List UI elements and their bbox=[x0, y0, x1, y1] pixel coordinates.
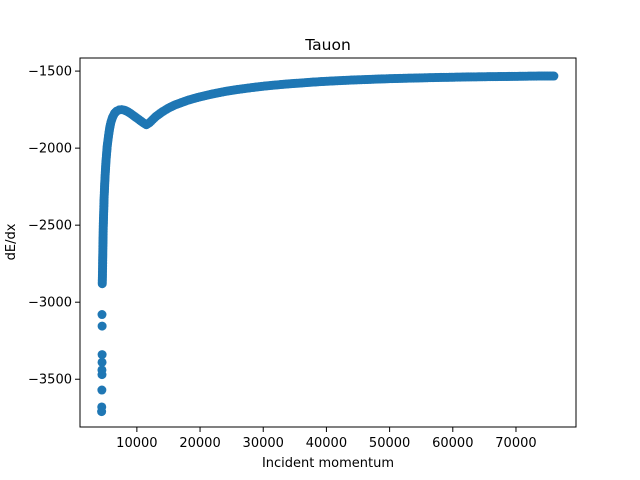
y-axis-label: dE/dx bbox=[4, 223, 19, 260]
data-point bbox=[97, 350, 107, 360]
x-axis: 10000 20000 30000 40000 50000 60000 70000 bbox=[116, 427, 537, 451]
scatter-points bbox=[97, 71, 559, 417]
x-tick-label: 30000 bbox=[243, 436, 284, 451]
x-tick-label: 10000 bbox=[116, 436, 157, 451]
x-tick-label: 70000 bbox=[495, 436, 536, 451]
data-point bbox=[97, 310, 107, 320]
data-point bbox=[97, 357, 107, 367]
x-tick-label: 20000 bbox=[179, 436, 220, 451]
y-tick-label: −3500 bbox=[28, 373, 72, 388]
data-point bbox=[97, 365, 107, 375]
x-tick-label: 50000 bbox=[369, 436, 410, 451]
y-tick-label: −1500 bbox=[28, 65, 72, 80]
x-tick-label: 60000 bbox=[432, 436, 473, 451]
y-axis: −3500 −3000 −2500 −2000 −1500 bbox=[28, 65, 80, 388]
x-axis-label: Incident momentum bbox=[262, 456, 394, 471]
plot-area-frame bbox=[79, 57, 577, 428]
y-tick-label: −2000 bbox=[28, 142, 72, 157]
data-point bbox=[97, 402, 107, 412]
data-point bbox=[97, 385, 107, 395]
x-tick-label: 40000 bbox=[306, 436, 347, 451]
data-point bbox=[549, 71, 559, 81]
data-point bbox=[97, 321, 107, 331]
y-tick-label: −3000 bbox=[28, 296, 72, 311]
y-tick-label: −2500 bbox=[28, 219, 72, 234]
chart-title: Tauon bbox=[304, 36, 351, 54]
